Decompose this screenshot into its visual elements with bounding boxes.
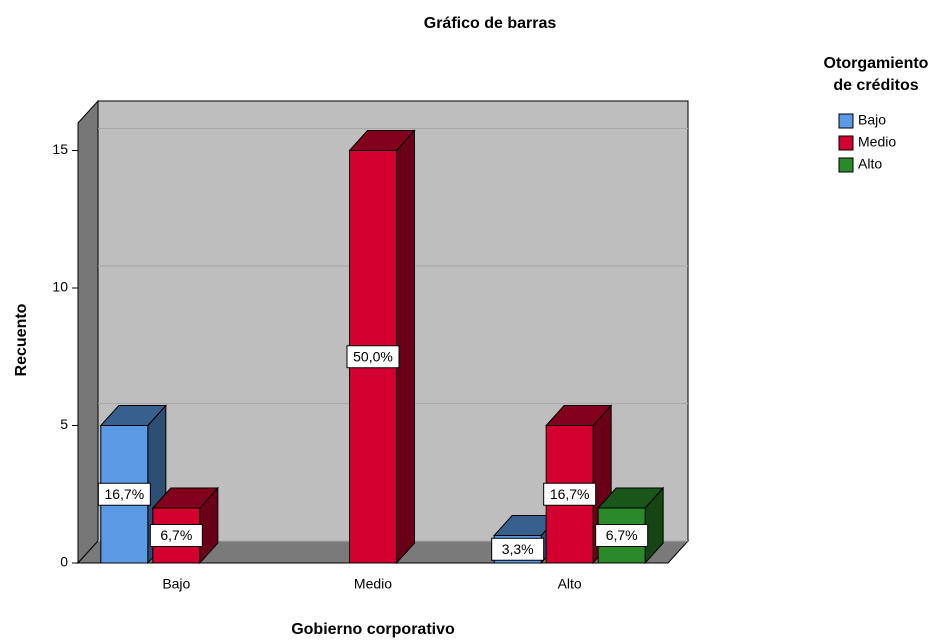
data-label-box (149, 524, 203, 547)
x-axis-label: Gobierno corporativo (291, 621, 455, 638)
legend-label: Alto (858, 156, 882, 172)
x-tick-label: Alto (558, 576, 582, 592)
data-label-box (97, 482, 151, 506)
y-tick-label: 0 (60, 554, 68, 570)
legend-swatch (838, 157, 854, 173)
y-tick-label: 5 (60, 416, 68, 432)
data-label: 16,7% (550, 486, 590, 502)
data-label-box (491, 537, 545, 561)
data-label-box (543, 482, 597, 506)
x-tick-label: Medio (354, 576, 392, 592)
legend-label: Bajo (858, 112, 886, 128)
y-tick-label: 10 (52, 279, 68, 295)
legend-label: Medio (858, 134, 896, 150)
data-label: 6,7% (606, 527, 638, 543)
left-wall (77, 99, 99, 565)
x-tick-label: Bajo (162, 576, 190, 592)
legend-title: de créditos (833, 77, 918, 94)
data-label: 3,3% (502, 541, 534, 557)
chart-title: Gráfico de barras (424, 15, 557, 32)
data-label-box (346, 345, 400, 369)
y-tick-label: 15 (52, 141, 68, 157)
data-label: 16,7% (104, 486, 144, 502)
data-label: 50,0% (353, 348, 393, 364)
legend-title: Otorgamiento (824, 55, 929, 72)
y-axis-label: Recuento (13, 303, 30, 376)
data-label-box (595, 524, 649, 547)
legend-swatch (838, 135, 854, 151)
data-label: 6,7% (160, 527, 192, 543)
legend-swatch (838, 113, 854, 129)
